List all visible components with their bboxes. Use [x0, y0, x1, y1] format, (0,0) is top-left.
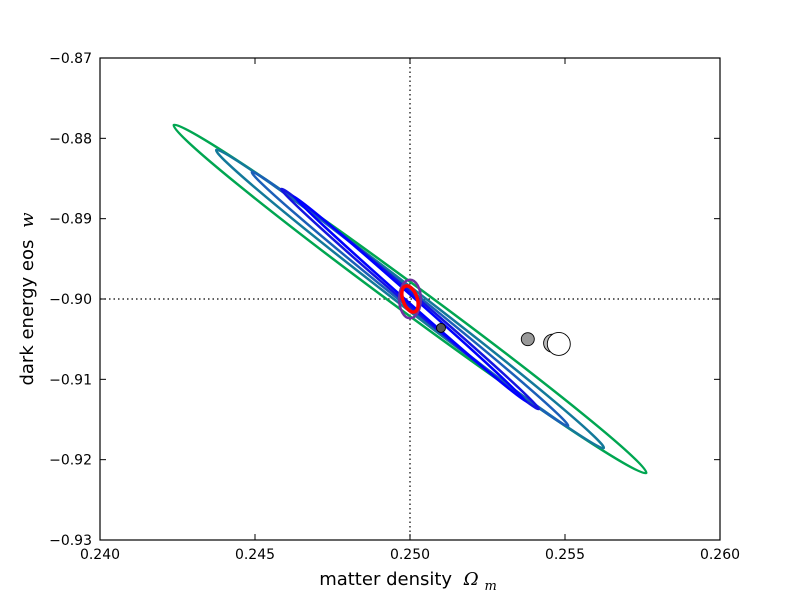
data-point-2: [520, 332, 535, 347]
y-tick-label: −0.89: [49, 212, 92, 228]
data-point-4: [546, 332, 571, 356]
ellipse-4: [280, 187, 540, 411]
x-tick-label: 0.240: [80, 547, 120, 563]
y-axis-symbol: w: [17, 212, 38, 228]
ticks: 0.240 0.245 0.250 0.255 0.260 −0.93 −0.92 −0.91…: [49, 51, 740, 563]
y-axis-label: dark energy eos w: [17, 212, 38, 386]
x-tick-label: 0.250: [390, 547, 430, 563]
x-tick-label: 0.255: [545, 547, 585, 563]
ellipse-6: [397, 278, 423, 320]
y-tick-label: −0.88: [49, 131, 92, 147]
x-tick-label: 0.260: [700, 547, 740, 563]
y-tick-label: −0.91: [49, 372, 92, 388]
y-tick-label: −0.90: [49, 292, 92, 308]
y-tick-label: −0.87: [49, 51, 92, 67]
y-axis-label-text: dark energy eos: [17, 240, 38, 386]
data-point-1: [436, 322, 446, 333]
x-axis-label: matter density Ω m: [319, 569, 497, 594]
x-axis-subscript: m: [484, 579, 496, 594]
y-tick-label: −0.93: [49, 533, 92, 549]
reference-lines: [100, 58, 720, 540]
x-tick-label: 0.245: [235, 547, 275, 563]
ellipse-7: [400, 284, 420, 314]
x-axis-symbol: Ω: [463, 569, 479, 590]
x-axis-label-text: matter density: [319, 569, 452, 590]
y-tick-label: −0.92: [49, 453, 92, 469]
data-points: [436, 322, 571, 356]
confidence-ellipses: [172, 123, 648, 475]
ellipse-5: [292, 194, 528, 404]
